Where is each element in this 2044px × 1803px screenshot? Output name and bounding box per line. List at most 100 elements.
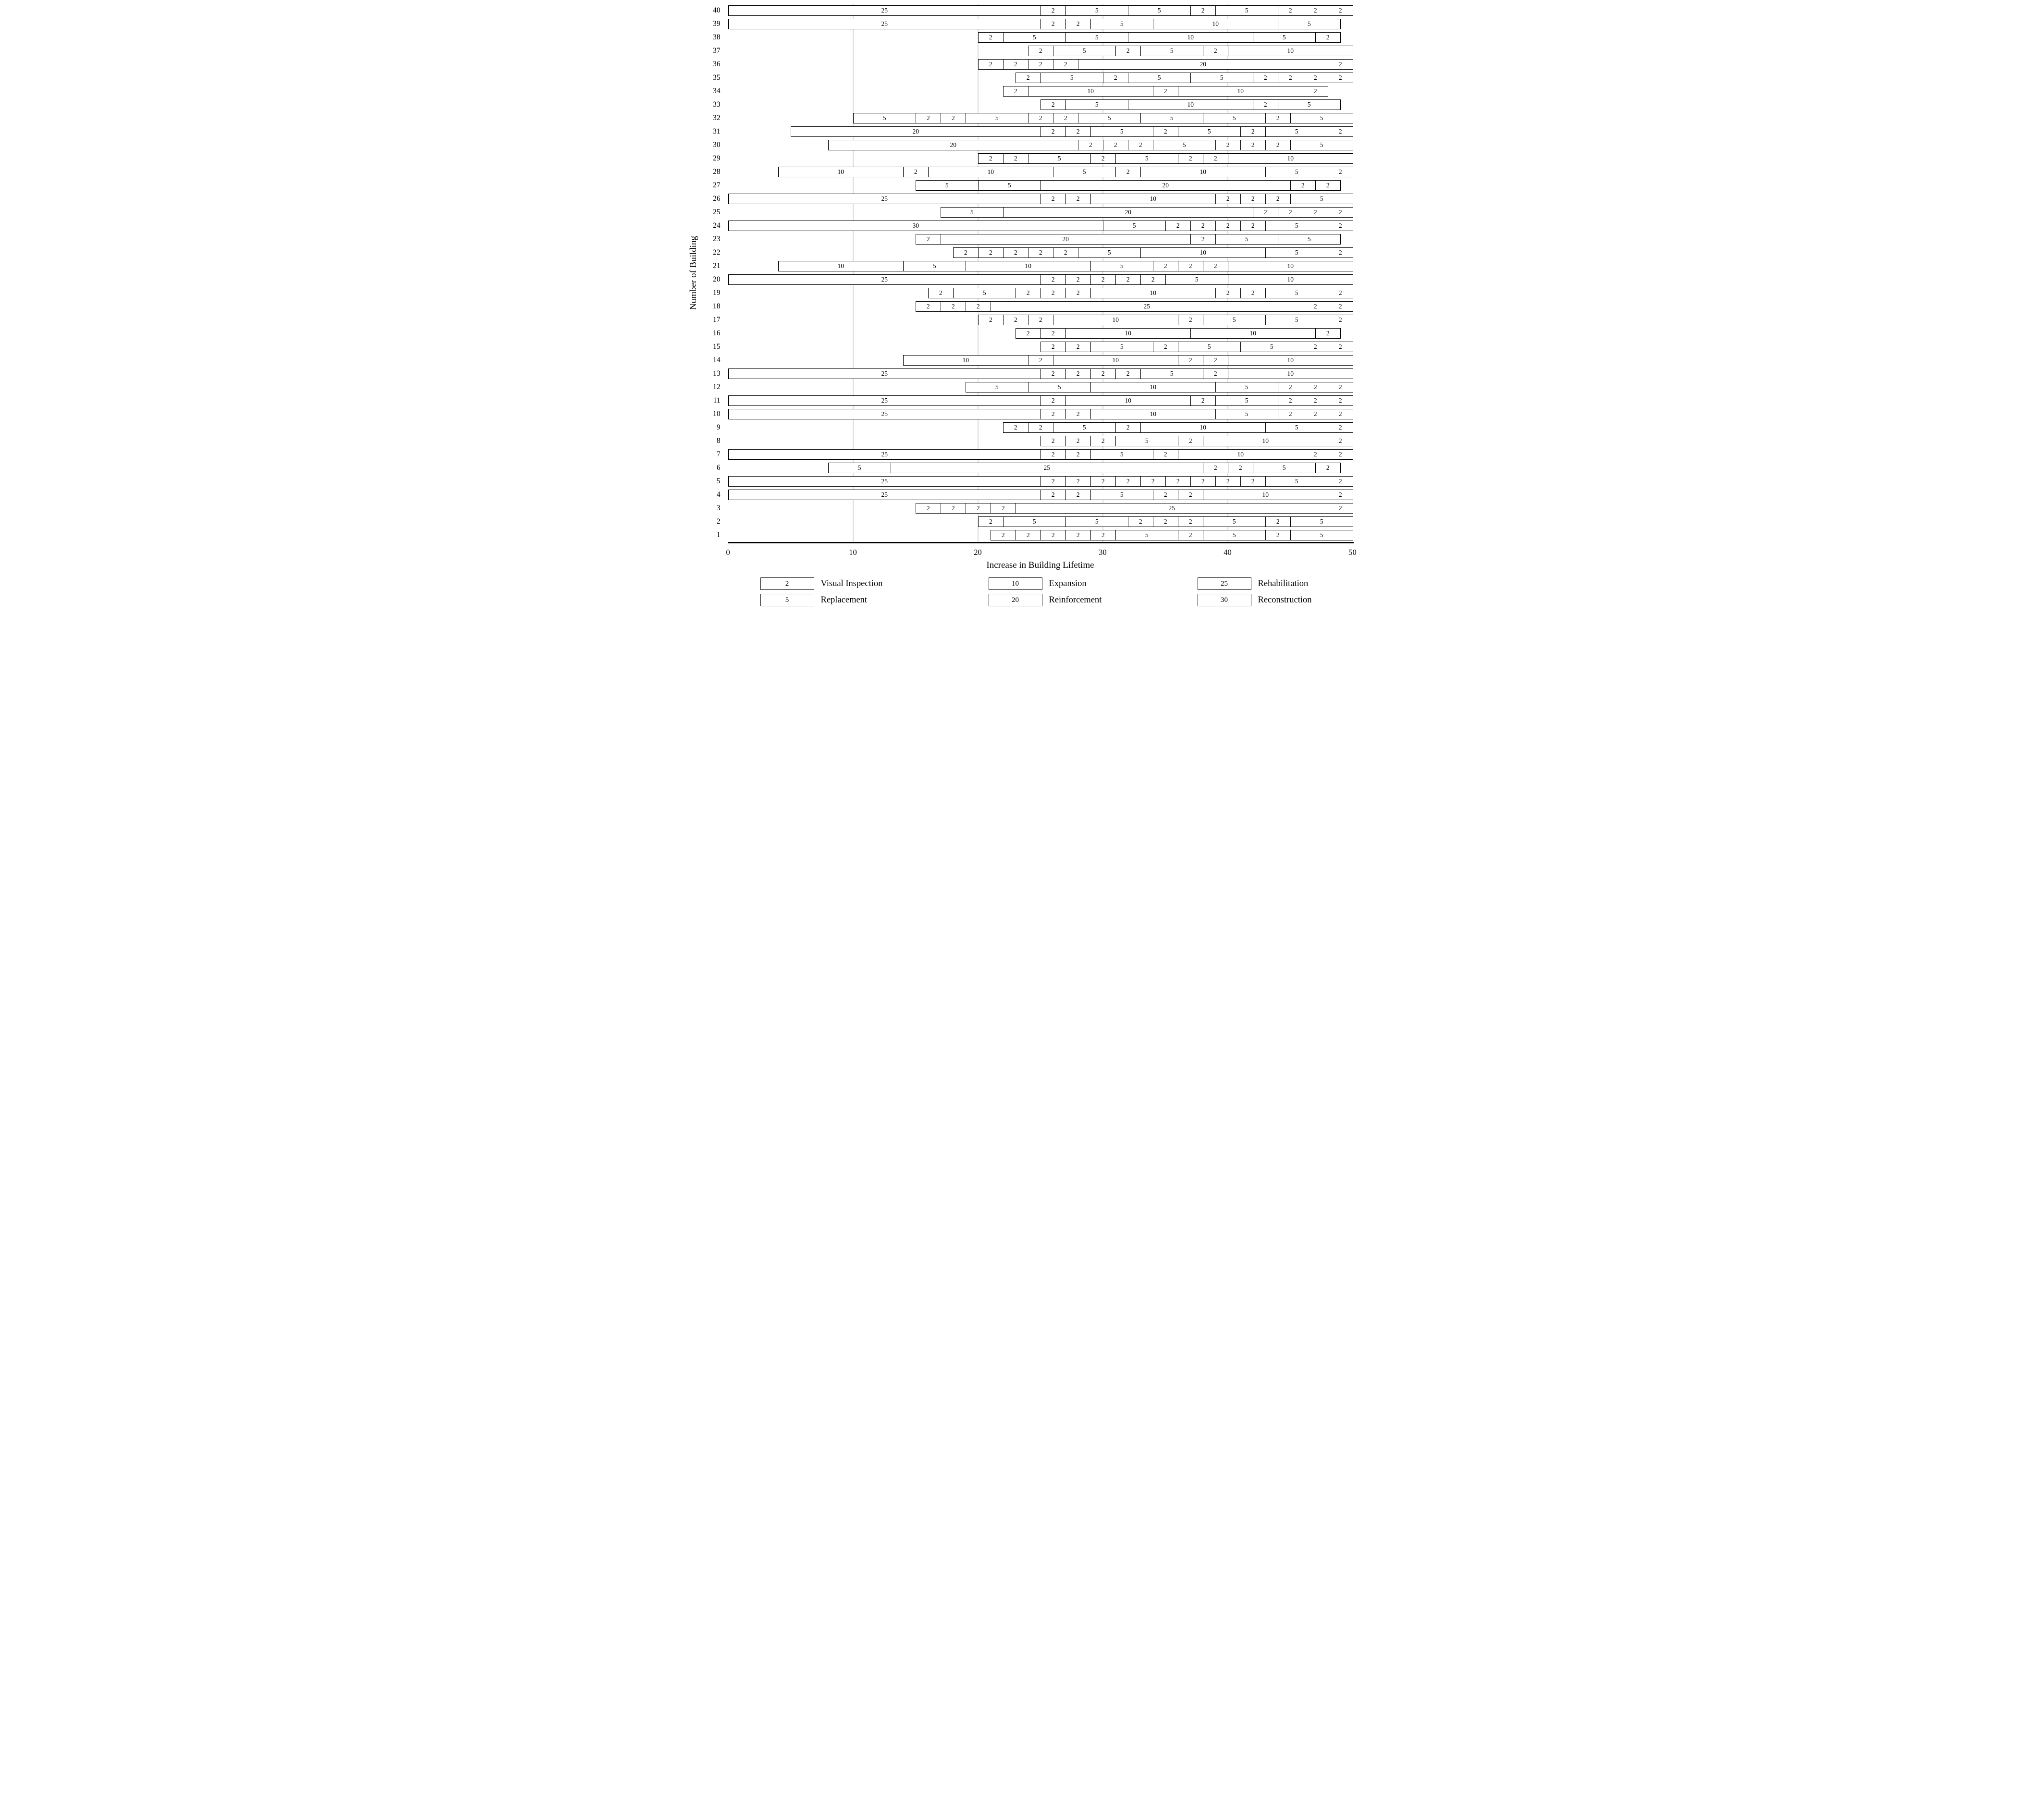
bar-segment: 2 — [1265, 113, 1291, 123]
bar-segment: 2 — [990, 503, 1016, 514]
bar-segment: 5 — [1290, 516, 1353, 527]
y-tick-building-7: 7 — [716, 450, 721, 458]
bar-segment: 10 — [1202, 490, 1328, 500]
bar-segment: 2 — [1152, 261, 1178, 271]
bar-segment: 2 — [1190, 221, 1216, 231]
bar-segment: 2 — [1327, 490, 1353, 500]
bar-segment: 2 — [1127, 140, 1153, 150]
legend-label-2: Visual Inspection — [820, 579, 883, 589]
bar-segment: 2 — [1202, 368, 1228, 379]
bar-segment: 5 — [1165, 274, 1228, 285]
bar-segment: 2 — [1090, 530, 1116, 540]
bar-segment: 5 — [1003, 32, 1066, 43]
x-axis-title: Increase in Building Lifetime — [986, 560, 1094, 570]
y-tick-building-30: 30 — [713, 141, 721, 149]
bar-segment: 2 — [1040, 449, 1066, 460]
legend-key-2: 2 — [760, 577, 814, 590]
y-tick-building-1: 1 — [716, 531, 721, 539]
bar-segment: 2 — [1265, 140, 1291, 150]
bar-segment: 2 — [1165, 476, 1191, 487]
y-tick-building-4: 4 — [716, 491, 721, 499]
y-tick-building-9: 9 — [716, 423, 721, 431]
bar-segment: 2 — [1028, 422, 1053, 433]
bar-segment: 2 — [1015, 530, 1041, 540]
bar-segment: 20 — [940, 234, 1191, 245]
bar-segment: 5 — [1202, 315, 1266, 325]
bar-segment: 2 — [1090, 476, 1116, 487]
bar-segment: 2 — [1003, 247, 1028, 258]
bar-segment: 10 — [1140, 167, 1266, 177]
bar-segment: 5 — [1028, 153, 1091, 164]
bar-segment: 2 — [953, 247, 979, 258]
bar-segment: 2 — [1302, 395, 1328, 406]
bar-segment: 5 — [1290, 530, 1353, 540]
bar-segment: 2 — [1040, 436, 1066, 446]
bar-segment: 2 — [1115, 422, 1141, 433]
bar-segment: 10 — [1227, 355, 1353, 366]
bar-segment: 5 — [1127, 5, 1191, 16]
bar-segment: 2 — [1065, 490, 1091, 500]
bar-segment: 2 — [1302, 5, 1328, 16]
y-tick-building-37: 37 — [713, 47, 721, 55]
bar-segment: 2 — [1065, 476, 1091, 487]
bar-segment: 5 — [965, 382, 1028, 392]
bar-segment: 2 — [1327, 126, 1353, 137]
bar-segment: 5 — [853, 113, 916, 123]
bar-segment: 2 — [1152, 126, 1178, 137]
y-tick-building-39: 39 — [713, 20, 721, 28]
bar-segment: 2 — [1065, 274, 1091, 285]
bar-segment: 25 — [728, 490, 1041, 500]
y-tick-building-11: 11 — [713, 396, 721, 405]
bar-segment: 10 — [1227, 274, 1353, 285]
bar-segment: 2 — [1302, 342, 1328, 352]
bar-segment: 2 — [1003, 422, 1028, 433]
bar-segment: 5 — [1265, 288, 1328, 298]
bar-segment: 25 — [728, 5, 1041, 16]
bar-segment: 2 — [1240, 476, 1266, 487]
bar-segment: 5 — [1102, 221, 1166, 231]
bar-segment: 5 — [1265, 476, 1328, 487]
bar-segment: 5 — [1215, 234, 1278, 245]
bar-segment: 2 — [1102, 73, 1128, 83]
legend-label-10: Expansion — [1049, 579, 1087, 589]
bar-segment: 5 — [1053, 46, 1116, 56]
bar-segment: 10 — [1227, 46, 1353, 56]
bar-segment: 5 — [1003, 516, 1066, 527]
bar-segment: 2 — [1327, 342, 1353, 352]
bar-segment: 5 — [1215, 409, 1278, 419]
bar-segment: 10 — [1227, 153, 1353, 164]
bar-segment: 2 — [1327, 449, 1353, 460]
bar-segment: 25 — [728, 194, 1041, 204]
bar-segment: 10 — [1090, 409, 1216, 419]
bar-segment: 20 — [828, 140, 1078, 150]
legend-key-30: 30 — [1197, 594, 1251, 606]
bar-segment: 30 — [728, 221, 1103, 231]
bar-segment: 2 — [1252, 73, 1278, 83]
bar-segment: 2 — [1202, 153, 1228, 164]
bar-segment: 5 — [1028, 382, 1091, 392]
bar-segment: 2 — [1028, 46, 1053, 56]
bar-segment: 2 — [1215, 194, 1241, 204]
bar-segment: 5 — [1065, 32, 1128, 43]
bar-segment: 2 — [1290, 180, 1316, 191]
bar-segment: 2 — [915, 301, 941, 312]
bar-segment: 2 — [1152, 449, 1178, 460]
bar-segment: 5 — [940, 207, 1004, 218]
bar-segment: 2 — [1065, 436, 1091, 446]
bar-segment: 10 — [1190, 328, 1316, 339]
bar-segment: 5 — [1090, 19, 1153, 29]
bar-segment: 10 — [1152, 19, 1278, 29]
bar-segment: 5 — [915, 180, 979, 191]
bar-segment: 2 — [1040, 395, 1066, 406]
bar-segment: 2 — [1265, 194, 1291, 204]
gridline-x-10 — [852, 4, 854, 542]
bar-segment: 5 — [953, 288, 1016, 298]
bar-segment: 2 — [1327, 315, 1353, 325]
bar-segment: 10 — [778, 167, 904, 177]
bar-segment: 2 — [1277, 395, 1303, 406]
gridline-x-40 — [1227, 4, 1228, 542]
bar-segment: 5 — [1090, 126, 1153, 137]
bar-segment: 2 — [1090, 153, 1116, 164]
bar-segment: 5 — [1290, 113, 1353, 123]
x-tick-20: 20 — [974, 548, 982, 557]
